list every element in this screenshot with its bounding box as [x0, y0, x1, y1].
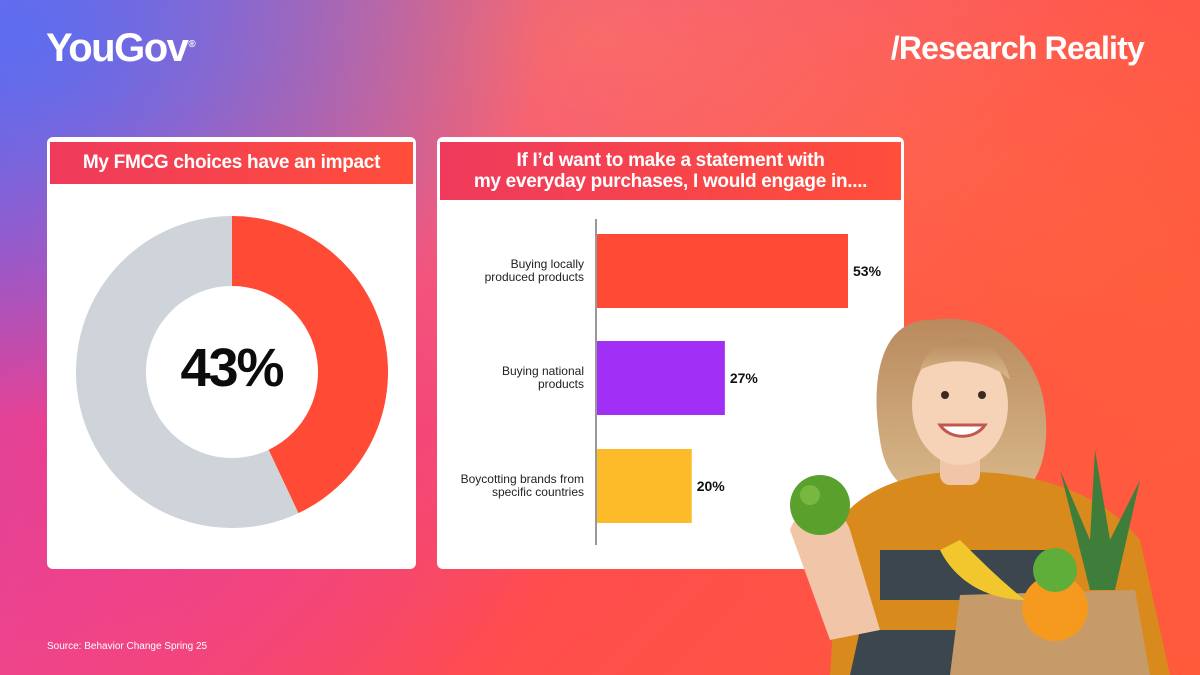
- yougov-logo: YouGov®: [46, 26, 196, 70]
- donut-slice-0: [232, 216, 388, 514]
- bar-title-line-1: If I’d want to make a statement with: [516, 150, 825, 171]
- donut-chart: [76, 216, 388, 528]
- bar-value-label-0: 53%: [853, 263, 882, 279]
- bar-0: [597, 234, 848, 308]
- bar-2: [597, 449, 692, 523]
- donut-slice-1: [76, 216, 299, 528]
- bar-category-label-2: Boycotting brands from specific countries: [461, 472, 584, 499]
- bar-title-line-2: my everyday purchases, I would engage in…: [473, 171, 868, 192]
- donut-center-label: 43%: [180, 338, 284, 398]
- person-with-groceries-image: [790, 318, 1170, 675]
- bar-value-label-1: 27%: [730, 370, 759, 386]
- bar-title: If I’d want to make a statement with my …: [440, 142, 901, 200]
- bar-category-label-0: Buying locally produced products: [485, 257, 584, 284]
- bar-1: [597, 341, 725, 415]
- bar-chart: 53% Buying locally produced products 27% Buy…: [461, 219, 882, 545]
- donut-title: My FMCG choices have an impact: [50, 142, 413, 184]
- donut-card: My FMCG choices have an impact 43%: [47, 137, 416, 569]
- bar-value-label-2: 20%: [697, 478, 726, 494]
- source-note: Source: Behavior Change Spring 25: [47, 641, 208, 652]
- bar-category-label-1: Buying national products: [502, 364, 584, 391]
- tagline: /Research Reality: [890, 30, 1145, 66]
